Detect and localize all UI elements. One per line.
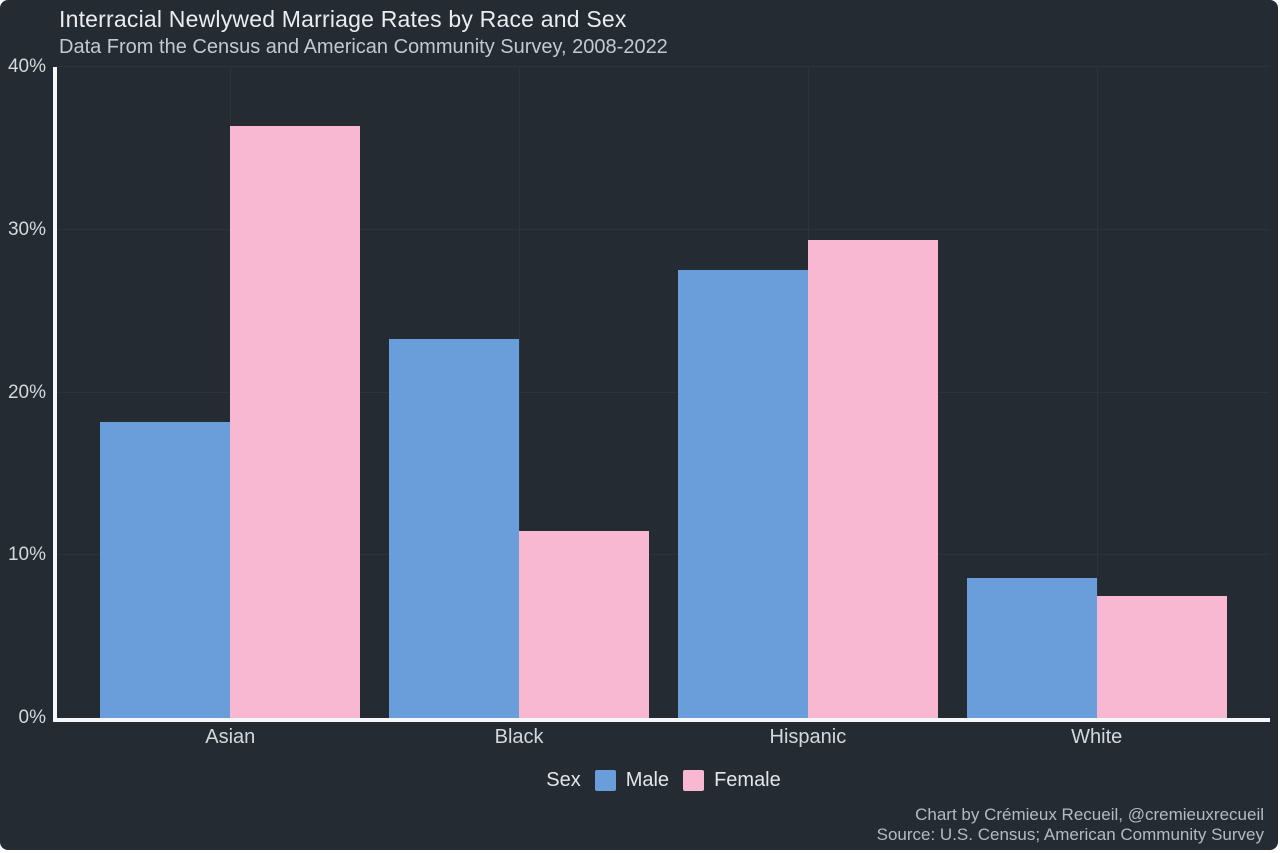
bar-white-female <box>1096 595 1227 718</box>
legend-label-female: Female <box>714 769 781 791</box>
gridline-h-20 <box>57 391 1270 393</box>
bar-white-male <box>966 578 1097 718</box>
y-axis-line <box>53 67 57 722</box>
bar-black-male <box>389 338 520 718</box>
legend-title: Sex <box>546 769 581 791</box>
legend-item-female: Female <box>683 769 781 792</box>
legend: Sex Male Female <box>57 769 1270 792</box>
y-tick-label-10: 10% <box>7 544 46 566</box>
bar-asian-male <box>100 421 231 718</box>
page-title: Interracial Newlywed Marriage Rates by R… <box>59 6 627 32</box>
legend-swatch-male <box>594 770 616 791</box>
gridline-h-40 <box>57 66 1270 67</box>
x-category-label-hispanic: Hispanic <box>769 726 847 748</box>
x-category-label-black: Black <box>494 726 544 748</box>
x-axis-labels: Asian Black Hispanic White <box>57 726 1270 752</box>
footer-source: Source: U.S. Census; American Community … <box>876 825 1264 844</box>
footer-credit: Chart by Crémieux Recueil, @cremieuxrecu… <box>915 805 1264 824</box>
legend-swatch-female <box>683 770 705 791</box>
bar-hispanic-male <box>677 270 808 718</box>
page-subtitle: Data From the Census and American Commun… <box>59 36 668 58</box>
bar-hispanic-female <box>807 239 938 718</box>
gridline-v-black <box>519 67 521 718</box>
plot-area <box>57 66 1270 718</box>
x-axis-line <box>53 718 1270 722</box>
legend-label-male: Male <box>625 769 670 791</box>
bar-black-female <box>519 530 650 718</box>
footer-credits: Chart by Crémieux Recueil, @cremieuxrecu… <box>877 805 1264 845</box>
y-tick-label-40: 40% <box>7 56 46 77</box>
gridline-v-white <box>1096 67 1098 718</box>
bar-asian-female <box>230 125 361 718</box>
y-axis-ticks: 0% 10% 20% 30% 40% <box>0 56 46 728</box>
gridline-h-10 <box>57 554 1270 556</box>
x-category-label-asian: Asian <box>205 726 256 748</box>
x-category-label-white: White <box>1071 726 1123 748</box>
y-tick-label-0: 0% <box>18 707 46 728</box>
legend-item-male: Male <box>594 769 670 792</box>
y-tick-label-20: 20% <box>7 381 46 403</box>
y-tick-label-30: 30% <box>7 218 46 240</box>
gridline-h-30 <box>57 228 1270 230</box>
